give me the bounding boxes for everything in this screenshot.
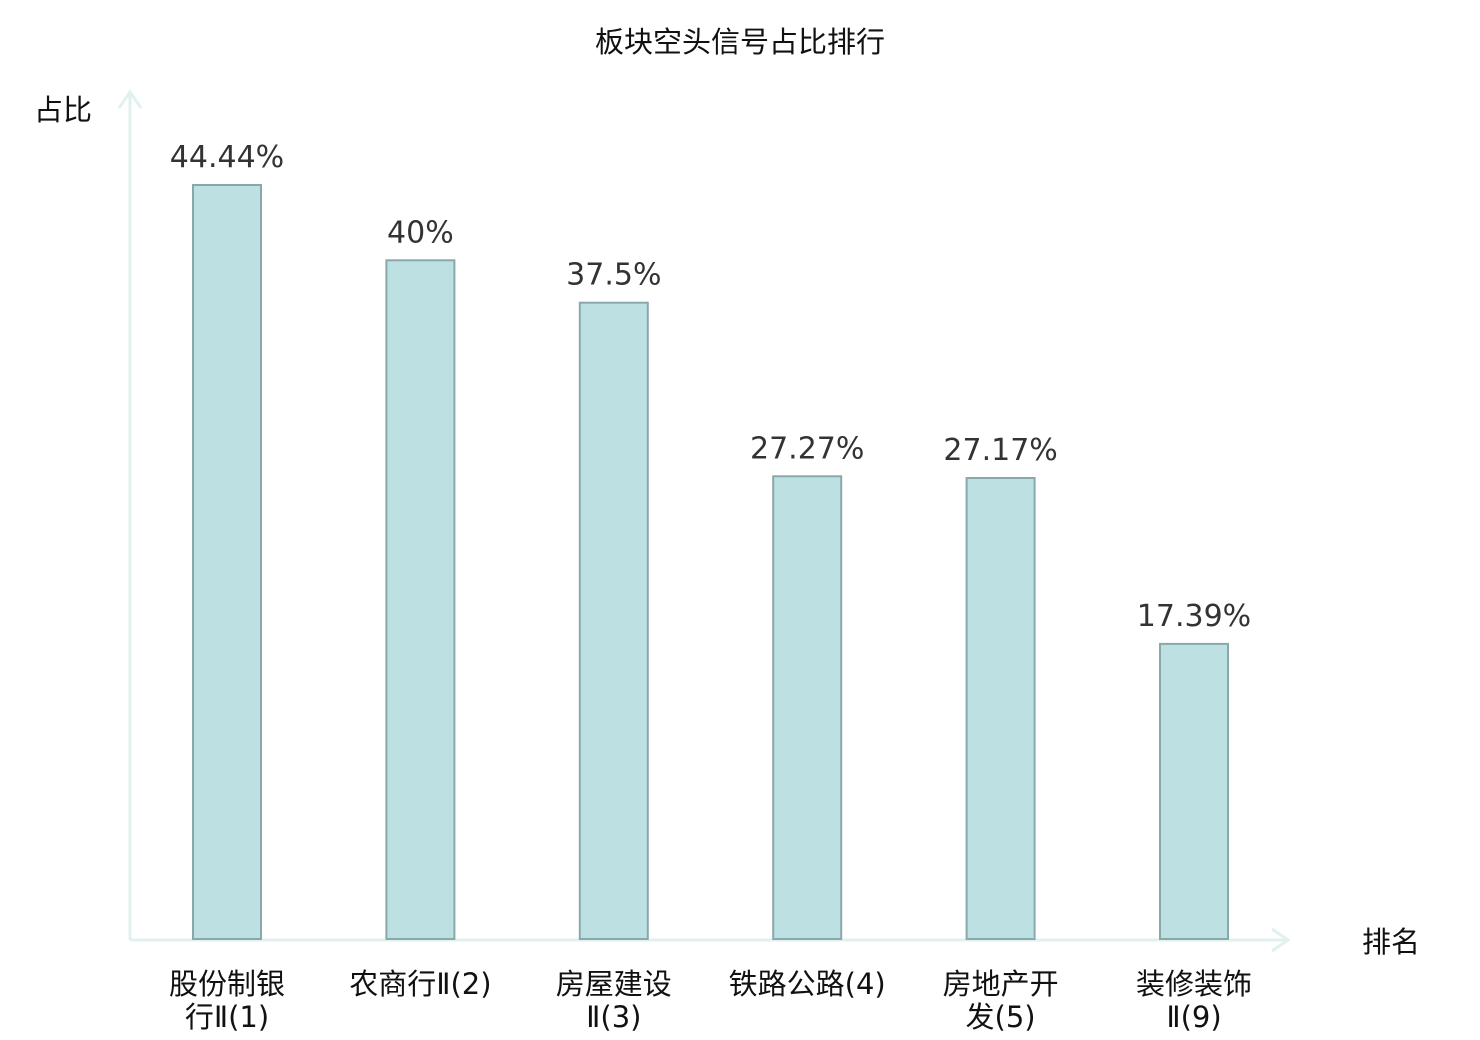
y-axis-label: 占比 — [34, 93, 92, 127]
value-label-4: 27.27% — [750, 431, 864, 466]
bars-group — [192, 184, 1229, 941]
chart-title: 板块空头信号占比排行 — [595, 25, 885, 59]
value-label-5: 27.17% — [943, 433, 1057, 468]
category-label-1: 股份制银行Ⅱ(1) — [169, 967, 285, 1034]
category-label-2: 农商行Ⅱ(2) — [349, 967, 491, 1001]
bar-5 — [965, 477, 1036, 940]
category-labels-group: 股份制银行Ⅱ(1) 农商行Ⅱ(2) 房屋建设 Ⅱ(3) 铁路公路(4) 房地产开发(5) 装… — [169, 967, 1252, 1034]
value-label-6: 17.39% — [1137, 599, 1251, 634]
y-axis — [117, 89, 143, 940]
bar-6 — [1159, 642, 1229, 941]
bar-2 — [385, 259, 456, 940]
bar-1 — [192, 184, 262, 940]
value-labels-group: 44.44% 40% 37.5% 27.27% 27.17% 17.39% — [170, 140, 1251, 634]
x-axis-label: 排名 — [1362, 925, 1420, 959]
x-axis — [130, 927, 1291, 953]
category-label-6: 装修装饰 Ⅱ(9) — [1136, 967, 1252, 1034]
category-label-4: 铁路公路(4) — [729, 967, 886, 1001]
bar-4 — [772, 475, 843, 940]
value-label-2: 40% — [387, 215, 454, 250]
category-label-3: 房屋建设 Ⅱ(3) — [556, 967, 672, 1034]
value-label-3: 37.5% — [566, 258, 661, 293]
value-label-1: 44.44% — [170, 140, 284, 175]
bar-3 — [578, 301, 649, 940]
category-label-5: 房地产开发(5) — [943, 967, 1059, 1034]
